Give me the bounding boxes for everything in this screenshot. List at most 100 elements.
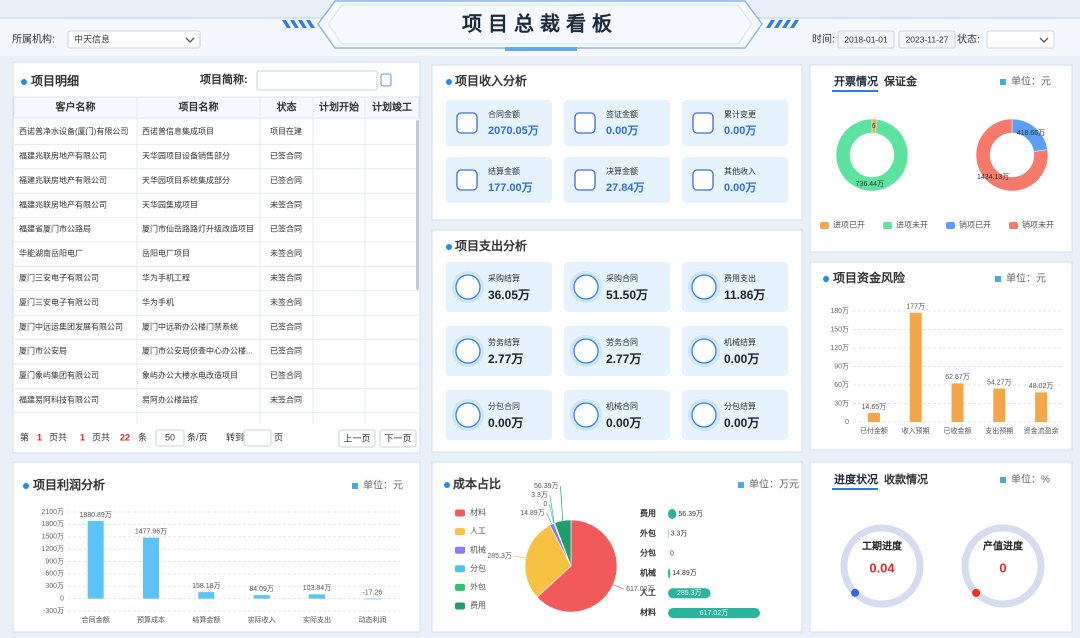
cell: 未签合同 — [270, 248, 302, 258]
leader-line — [549, 495, 555, 524]
title-dot — [444, 482, 450, 488]
stat-card — [682, 100, 788, 146]
unit-label: 单位：元 — [1006, 272, 1046, 285]
date-end[interactable] — [898, 30, 956, 49]
cell: 易阿办公楼监控 — [142, 395, 198, 405]
stat-label: 其他收入 — [724, 166, 756, 176]
y-tick-label: 30万 — [834, 399, 849, 407]
y-tick-label: -300万 — [43, 607, 64, 615]
legend-label: 机械 — [470, 544, 486, 554]
slice-label: 736.44万 — [856, 180, 884, 188]
title-dot — [21, 79, 27, 85]
value-label: 54.27万 — [987, 378, 1012, 386]
value-label: 0 — [670, 550, 674, 557]
cell: 厦门市公安局侦查中心办公楼... — [142, 346, 253, 356]
legend-swatch — [455, 509, 465, 517]
status-select[interactable] — [986, 30, 1055, 49]
bar — [253, 595, 270, 599]
tab[interactable]: 开票情况 — [834, 74, 878, 88]
cell: 福建兆联房地产有限公司 — [19, 175, 107, 185]
value-label: 14.89万 — [672, 569, 697, 577]
legend-swatch — [455, 602, 465, 610]
cell: 福建易阿科技有限公司 — [19, 395, 99, 405]
leader-line — [546, 513, 553, 525]
goto-input[interactable] — [243, 429, 272, 447]
y-tick-label: 1800万 — [41, 520, 64, 528]
value-label: 48.02万 — [1029, 382, 1054, 390]
button-label: 下一页 — [384, 433, 411, 443]
dropdown-arrow — [1039, 37, 1049, 43]
cell: 已签合同 — [270, 370, 302, 380]
bar — [364, 598, 381, 600]
org-select[interactable] — [67, 30, 201, 49]
date-start[interactable] — [837, 30, 895, 49]
slice-label: 285.3万 — [487, 552, 512, 560]
bar — [909, 312, 922, 422]
unit-label: 单位：万元 — [749, 478, 799, 491]
title-frame-inner — [327, 4, 753, 45]
value-label: 14.65万 — [862, 403, 887, 411]
cell: 已签合同 — [270, 346, 302, 356]
x-tick-label: 资金流盈余 — [1024, 426, 1059, 435]
pagination-text: 条 — [138, 431, 147, 442]
pie-slice — [536, 519, 618, 613]
bar-label: 机械 — [640, 568, 656, 578]
search-button[interactable] — [380, 73, 392, 87]
cell: 天华园项目系统集成部分 — [142, 175, 230, 185]
stat-value: 0.00万 — [606, 416, 641, 430]
gauge-dot — [972, 588, 981, 597]
slice-label: 3.3万 — [531, 491, 548, 499]
pie-slice — [524, 524, 572, 598]
legend-label: 外包 — [470, 582, 486, 592]
page-size-input[interactable] — [155, 429, 185, 447]
panel-cost — [431, 461, 803, 633]
cell: 厦门市仙岳路路灯升级改造项目 — [142, 224, 254, 234]
value-label: 158.18万 — [192, 582, 220, 590]
stat-label: 签证金额 — [606, 109, 638, 119]
stat-icon — [691, 274, 717, 300]
cell: 厦门三安电子有限公司 — [19, 273, 99, 283]
tab[interactable]: 进度状况 — [834, 472, 878, 486]
panel-title: 成本占比 — [453, 476, 501, 491]
leader-line — [560, 486, 564, 521]
date-start-text: 2018-01-01 — [844, 34, 888, 44]
legend-swatch — [455, 565, 465, 573]
legend-label: 费用 — [470, 600, 486, 610]
cell: 已签合同 — [270, 175, 302, 185]
cell: 福建省厦门市公路局 — [19, 224, 91, 234]
stat-value: 51.50万 — [606, 288, 648, 302]
legend-label: 分包 — [470, 563, 486, 573]
panel-risk — [809, 261, 1073, 451]
y-tick-label: 150万 — [830, 325, 849, 333]
legend-label: 进项未开 — [896, 220, 928, 230]
y-tick-label: 2100万 — [41, 508, 64, 516]
column-header: 计划竣工 — [372, 101, 412, 114]
legend-swatch — [455, 546, 465, 554]
cell: 厦门中远运集团发展有限公司 — [19, 321, 123, 331]
bar-label: 外包 — [640, 528, 656, 538]
tab[interactable]: 保证金 — [883, 74, 918, 88]
panel-detail — [12, 61, 421, 454]
panel-progress — [809, 461, 1073, 633]
legend-swatch — [883, 222, 892, 229]
tab[interactable]: 收款情况 — [884, 472, 928, 486]
x-tick-label: 结算金额 — [192, 615, 220, 624]
slice-label: 17.62万 — [862, 122, 887, 130]
cell: 厦门象屿集团有限公司 — [19, 370, 99, 380]
stat-label: 采购合同 — [606, 273, 638, 283]
prev-button[interactable] — [338, 429, 376, 448]
x-tick-label: 预算成本 — [137, 615, 165, 624]
x-tick-label: 已收金额 — [944, 426, 972, 435]
stat-card — [564, 100, 670, 146]
y-tick-label: 0 — [845, 419, 849, 426]
y-tick-label: 300万 — [45, 582, 64, 590]
stat-label: 结算金额 — [488, 166, 520, 176]
page-title: 项目总裁看板 — [462, 11, 618, 35]
search-input[interactable] — [256, 70, 378, 91]
next-button[interactable] — [379, 429, 417, 448]
x-tick-label: 收入预期 — [902, 426, 930, 435]
legend-label: 进项已开 — [833, 221, 865, 230]
cell: 未签合同 — [270, 199, 302, 209]
stat-card — [682, 157, 788, 203]
